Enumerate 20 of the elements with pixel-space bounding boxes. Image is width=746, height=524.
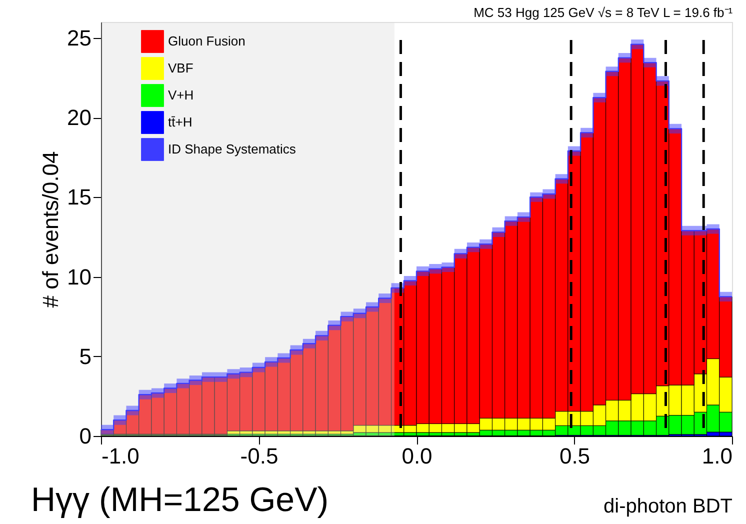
y-tick-label: 10 bbox=[67, 264, 92, 290]
legend-label: V+H bbox=[168, 88, 194, 102]
chart-title: MC 53 Hgg 125 GeV √s = 8 TeV L = 19.6 fb⁻¹ bbox=[474, 5, 734, 20]
x-tick-label: -1.0 bbox=[102, 444, 140, 468]
y-axis-title: # of events/0.04 bbox=[38, 151, 64, 308]
legend-label: VBF bbox=[168, 60, 194, 76]
y-tick-label: 20 bbox=[67, 105, 92, 130]
text: Hγγ (MH=125 GeV) bbox=[31, 481, 329, 519]
y-tick-label: 5 bbox=[79, 344, 92, 369]
x-axis-title: di-photon BDT bbox=[604, 496, 732, 518]
legend-label: ID Shape Systematics bbox=[168, 142, 296, 156]
x-tick-label: 0.5 bbox=[559, 444, 590, 468]
x-tick-label: -0.5 bbox=[240, 444, 278, 468]
legend-label: Gluon Fusion bbox=[168, 34, 246, 48]
x-tick-label: 0.0 bbox=[402, 444, 432, 468]
legend-label: tt̄+H bbox=[168, 114, 192, 130]
x-tick-label: 1.0 bbox=[702, 444, 732, 468]
y-tick-label: 0 bbox=[79, 424, 92, 448]
y-tick-label: 25 bbox=[67, 25, 92, 50]
y-tick-label: 15 bbox=[67, 184, 92, 210]
